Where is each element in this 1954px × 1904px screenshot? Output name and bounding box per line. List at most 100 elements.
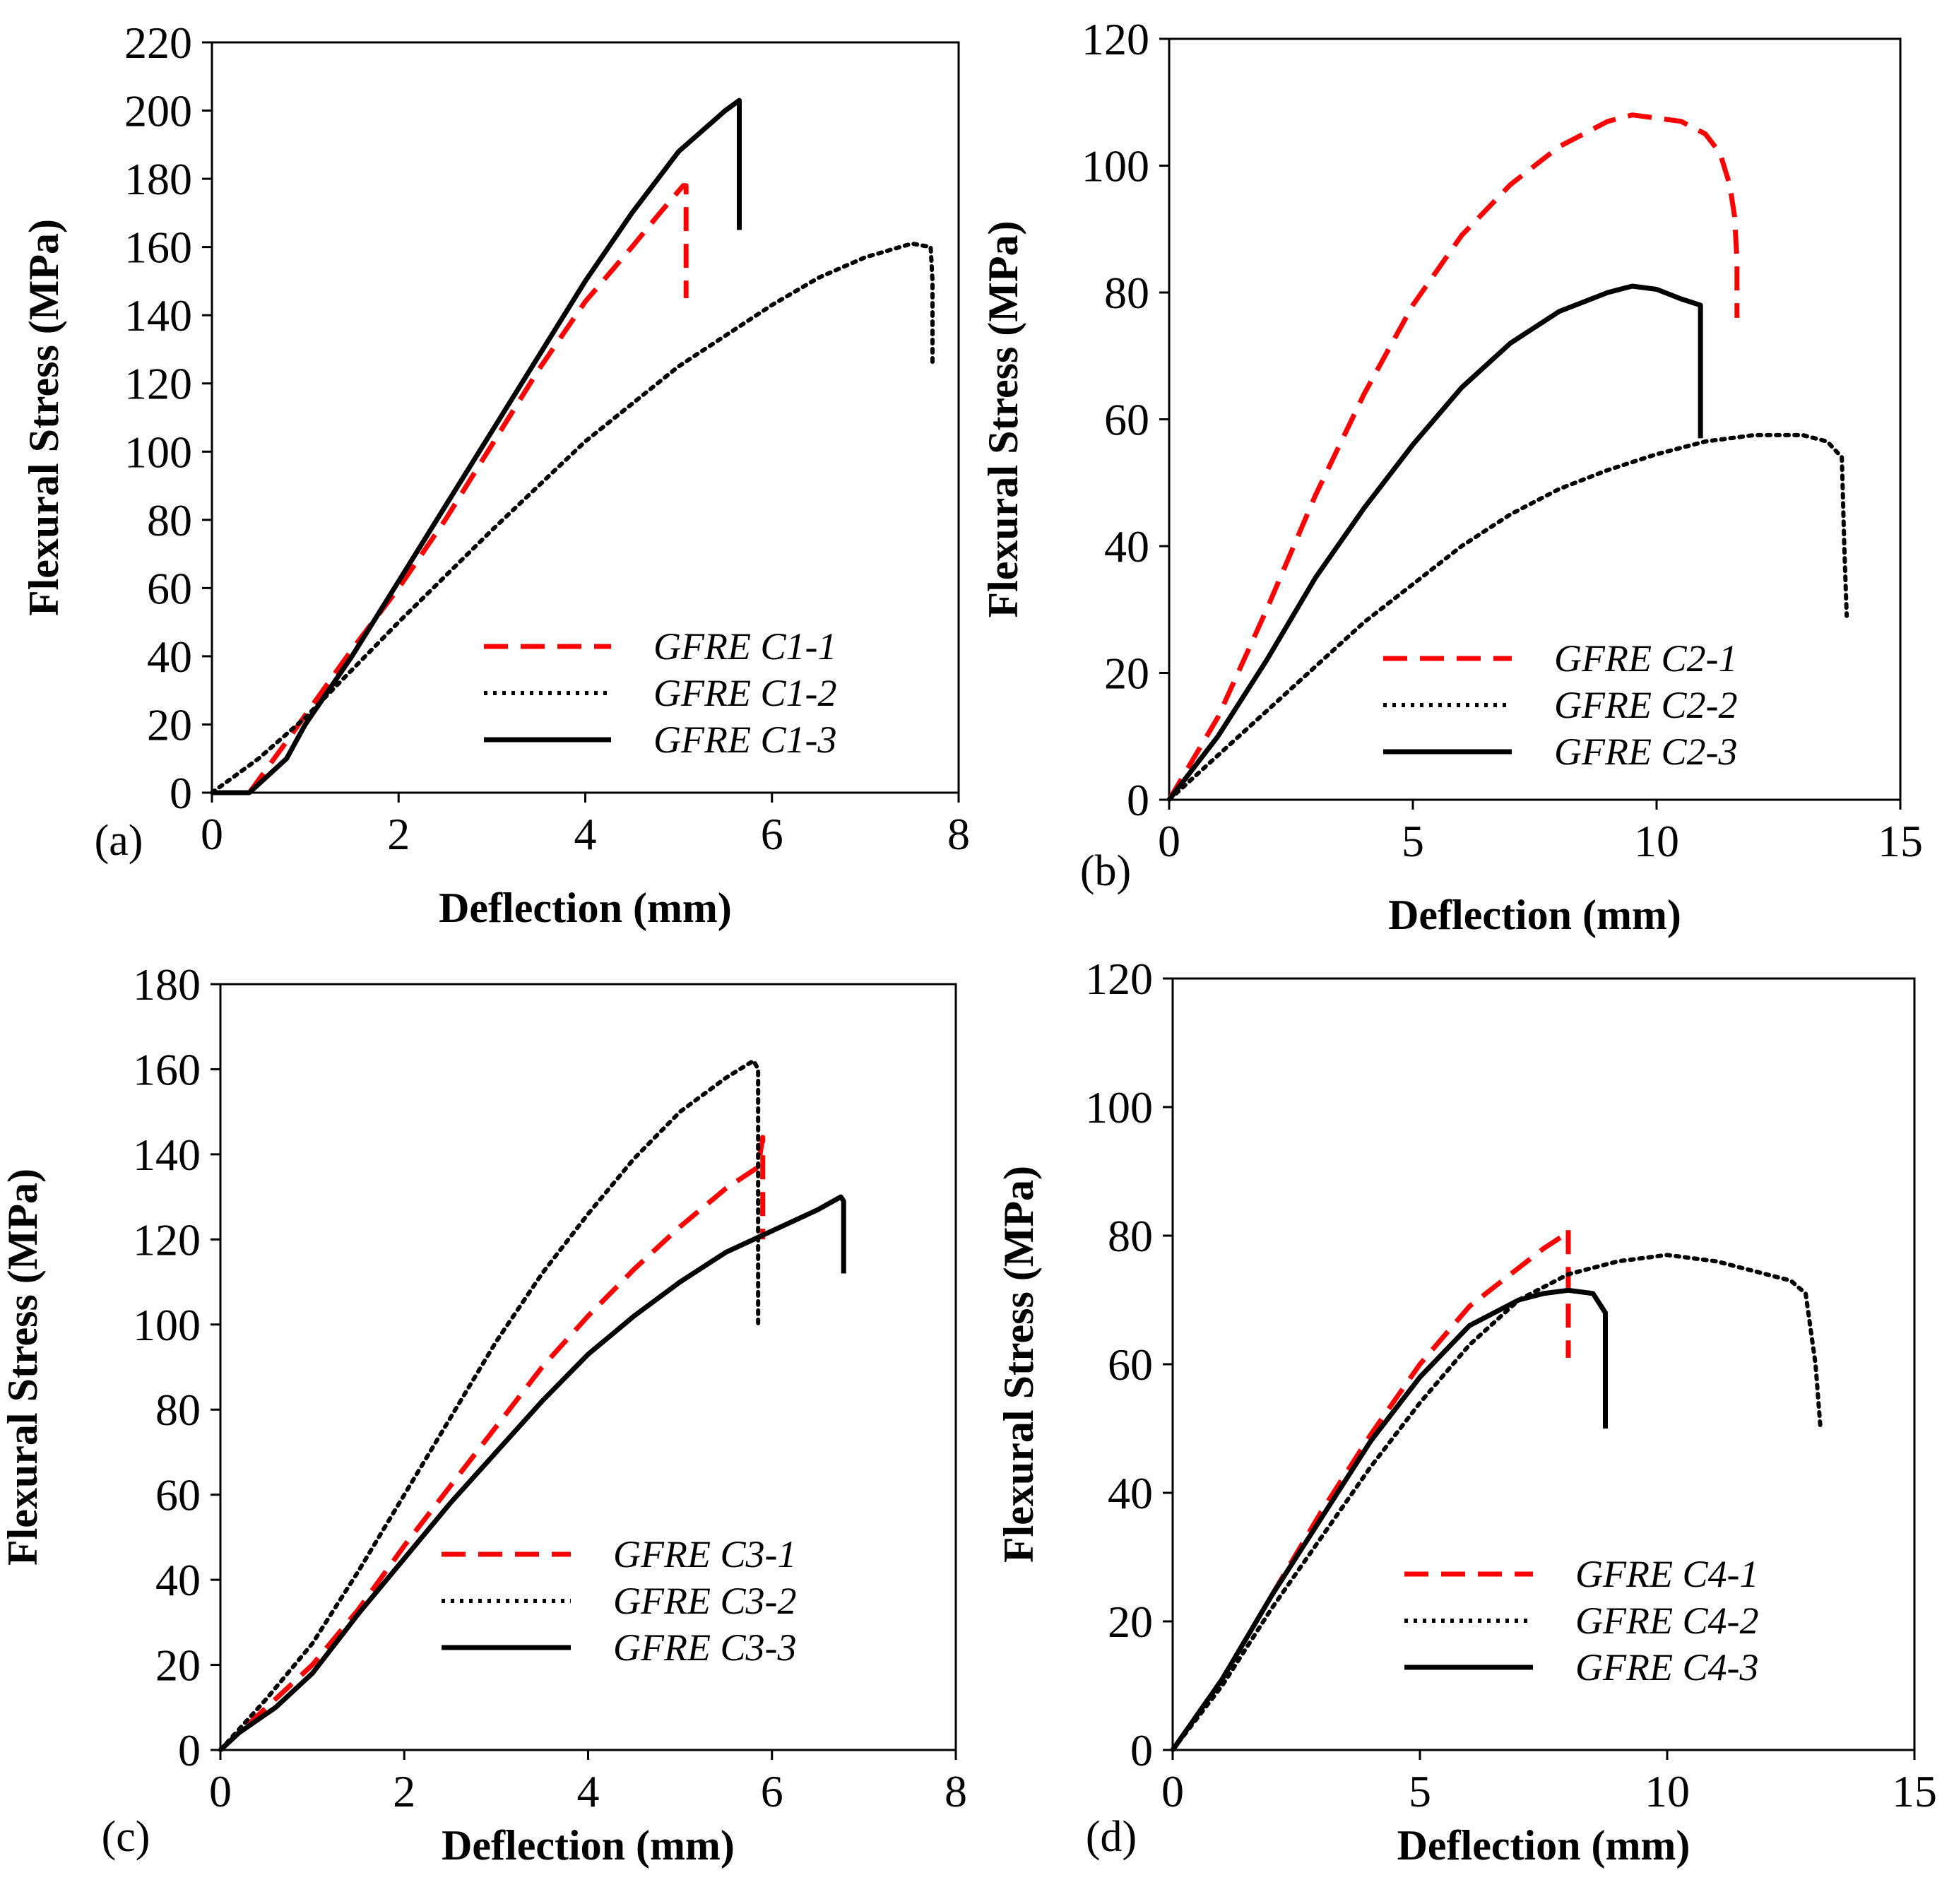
- legend-label: GFRE C3-1: [613, 1533, 796, 1575]
- legend-label: GFRE C4-1: [1575, 1553, 1758, 1595]
- y-tick-label: 140: [124, 290, 192, 341]
- series-line-2: [1171, 1253, 1823, 1752]
- chart-panel-2: 0 20 40 60 80 100 120 0 5 10 15 Deflection (mm) Flex…: [980, 14, 1923, 938]
- x-tick-label: 4: [574, 809, 597, 859]
- y-tick-label: 100: [1082, 141, 1149, 191]
- y-tick-label: 60: [155, 1470, 201, 1520]
- y-tick-label: 180: [133, 959, 201, 1010]
- y-axis-title: Flexural Stress (MPa): [0, 1169, 46, 1566]
- y-tick-label: 80: [155, 1385, 201, 1435]
- x-tick-label: 8: [945, 1766, 967, 1816]
- y-axis-title: Flexural Stress (MPa): [980, 220, 1026, 617]
- x-tick-label: 4: [577, 1766, 600, 1816]
- y-tick-label: 80: [147, 495, 192, 545]
- y-tick-label: 100: [1085, 1082, 1153, 1133]
- y-tick-label: 120: [124, 359, 192, 409]
- x-axis-title: Deflection (mm): [1397, 1822, 1690, 1869]
- y-tick-label: 160: [124, 223, 192, 273]
- y-tick-label: 20: [147, 699, 192, 750]
- y-tick-label: 0: [170, 768, 192, 818]
- legend-label: GFRE C2-2: [1554, 684, 1737, 726]
- x-tick-label: 10: [1645, 1766, 1690, 1816]
- series-line-2: [1167, 432, 1849, 802]
- y-tick-label: 100: [124, 427, 192, 477]
- series-line-1: [1166, 112, 1740, 801]
- panel-label: (c): [102, 1813, 150, 1861]
- chart-panel-1: 0 20 40 60 80 100 120 140 160 180 200 220 0 2 4 6 8 Defle…: [20, 18, 970, 931]
- y-tick-label: 120: [1085, 954, 1153, 1004]
- legend-label: GFRE C4-3: [1575, 1646, 1758, 1689]
- y-tick-label: 40: [1108, 1468, 1153, 1518]
- x-axis-title: Deflection (mm): [1388, 892, 1681, 938]
- y-tick-label: 140: [133, 1130, 201, 1180]
- series-line-3: [1167, 283, 1703, 802]
- x-tick-label: 5: [1409, 1766, 1431, 1816]
- series-line-3: [218, 1194, 846, 1752]
- y-tick-label: 200: [124, 86, 192, 136]
- y-tick-label: 0: [178, 1725, 201, 1775]
- panel-label: (d): [1086, 1813, 1137, 1861]
- x-tick-label: 2: [393, 1766, 415, 1816]
- y-axis-title: Flexural Stress (MPa): [20, 219, 67, 616]
- y-axis-title: Flexural Stress (MPa): [995, 1166, 1042, 1563]
- y-tick-label: 0: [1127, 775, 1149, 825]
- legend-label: GFRE C4-2: [1575, 1600, 1758, 1642]
- x-tick-label: 5: [1402, 816, 1424, 866]
- y-tick-label: 40: [155, 1555, 201, 1605]
- plot-frame: [1171, 977, 1916, 1751]
- x-tick-label: 0: [1158, 816, 1180, 866]
- x-tick-label: 0: [209, 1766, 232, 1816]
- legend-label: GFRE C1-2: [653, 672, 836, 714]
- x-tick-label: 15: [1878, 816, 1923, 866]
- panel-label: (b): [1080, 847, 1131, 895]
- legend-label: GFRE C1-3: [653, 719, 836, 761]
- series-line-1: [247, 183, 689, 795]
- series-line-2: [218, 1058, 761, 1752]
- y-tick-label: 60: [1104, 395, 1149, 445]
- y-tick-label: 160: [133, 1044, 201, 1094]
- x-axis-title: Deflection (mm): [442, 1822, 735, 1869]
- chart-panel-3: 0 20 40 60 80 100 120 140 160 180 0 2 4 6 8 Deflection …: [0, 959, 967, 1869]
- series-line-3: [1171, 1287, 1608, 1752]
- y-tick-label: 80: [1104, 268, 1149, 318]
- series-line-1: [218, 1135, 766, 1752]
- x-tick-label: 8: [947, 809, 970, 859]
- panel-label: (a): [95, 817, 143, 865]
- x-tick-label: 0: [1161, 1766, 1184, 1816]
- y-tick-label: 80: [1108, 1211, 1153, 1261]
- legend-label: GFRE C2-1: [1554, 637, 1737, 680]
- y-tick-label: 0: [1130, 1725, 1153, 1775]
- x-tick-label: 0: [201, 809, 223, 859]
- x-tick-label: 10: [1634, 816, 1679, 866]
- y-tick-label: 120: [1082, 14, 1149, 64]
- chart-panel-4: 0 20 40 60 80 100 120 0 5 10 15 Deflection (mm) Flex…: [995, 954, 1937, 1869]
- legend-label: GFRE C2-3: [1554, 731, 1737, 773]
- y-tick-label: 220: [124, 18, 192, 68]
- x-tick-label: 15: [1892, 1766, 1937, 1816]
- y-tick-label: 100: [133, 1300, 201, 1350]
- plot-frame: [219, 983, 957, 1751]
- y-tick-label: 40: [147, 632, 192, 682]
- x-tick-label: 6: [761, 1766, 783, 1816]
- legend-label: GFRE C3-3: [613, 1626, 796, 1669]
- y-tick-label: 60: [147, 563, 192, 613]
- y-tick-label: 40: [1104, 521, 1149, 572]
- y-tick-label: 20: [1104, 649, 1149, 699]
- y-tick-label: 120: [133, 1214, 201, 1265]
- legend-label: GFRE C3-2: [613, 1580, 796, 1622]
- y-tick-label: 180: [124, 154, 192, 204]
- plot-frame: [1168, 37, 1902, 801]
- series-line-3: [212, 97, 742, 796]
- x-axis-title: Deflection (mm): [439, 885, 732, 931]
- x-tick-label: 6: [761, 809, 783, 859]
- plot-frame: [211, 41, 960, 794]
- y-tick-label: 60: [1108, 1340, 1153, 1390]
- y-tick-label: 20: [155, 1640, 201, 1691]
- x-tick-label: 2: [387, 809, 410, 859]
- legend-label: GFRE C1-1: [653, 625, 836, 668]
